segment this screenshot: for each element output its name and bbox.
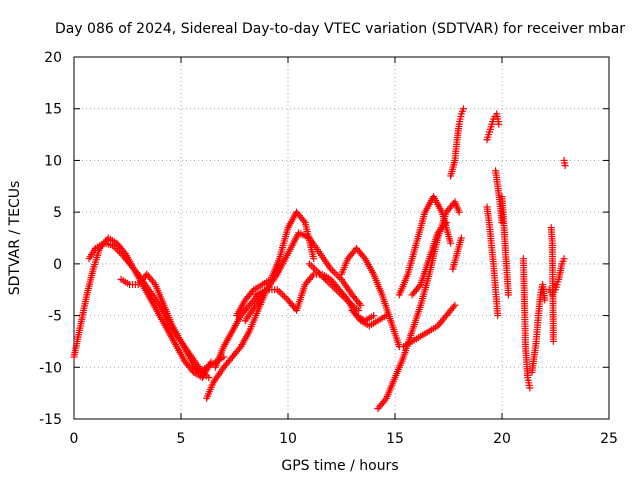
- data-point: [235, 344, 243, 352]
- data-point: [549, 337, 557, 345]
- data-point: [355, 306, 363, 314]
- series-arc-17: [449, 234, 465, 273]
- series-arc-26: [560, 156, 569, 170]
- data-point: [451, 301, 459, 309]
- y-tick-label: -10: [39, 360, 62, 376]
- series-arc-18: [483, 110, 503, 144]
- plot-frame: [73, 56, 610, 420]
- data-point: [457, 234, 465, 242]
- tick-labels: 0 5 10 15 20 25 -15 -10 -5 0 5 10 15 20: [39, 50, 618, 447]
- data-point: [495, 120, 503, 128]
- data-point: [526, 384, 534, 392]
- series-arc-3: [117, 270, 228, 376]
- series-arc-25: [547, 224, 557, 345]
- series-arc-7: [241, 229, 365, 325]
- series-arc-19: [483, 203, 502, 320]
- data-point: [205, 374, 213, 382]
- series-arc-22: [519, 255, 534, 392]
- data-points: [70, 105, 569, 413]
- data-point: [114, 246, 122, 254]
- x-tick-label: 25: [600, 431, 618, 447]
- data-point: [560, 255, 568, 263]
- y-tick-label: -5: [48, 309, 62, 325]
- data-point: [449, 303, 457, 311]
- y-tick-label: 0: [53, 257, 62, 273]
- series-arc-5: [211, 291, 262, 371]
- series-arc-15: [408, 218, 450, 299]
- series-arc-21: [498, 193, 512, 299]
- data-point: [504, 291, 512, 299]
- series-arc-10: [338, 244, 403, 351]
- y-tick-label: 20: [44, 50, 62, 66]
- data-point: [370, 312, 378, 320]
- data-point: [415, 282, 423, 290]
- series-arc-16: [447, 105, 467, 180]
- chart-title: Day 086 of 2024, Sidereal Day-to-day VTE…: [55, 21, 625, 37]
- x-tick-label: 10: [279, 431, 297, 447]
- series-arc-14: [400, 301, 459, 351]
- data-point: [133, 268, 141, 276]
- series-arc-11: [348, 306, 390, 330]
- data-point: [442, 218, 450, 226]
- data-point: [561, 162, 569, 170]
- x-tick-label: 20: [493, 431, 511, 447]
- data-point: [441, 220, 449, 228]
- series-arc-23: [528, 281, 549, 376]
- x-tick-label: 0: [70, 431, 79, 447]
- data-point: [357, 301, 365, 309]
- data-point: [447, 239, 455, 247]
- y-tick-label: 10: [44, 153, 62, 169]
- data-point: [248, 287, 256, 295]
- data-point: [355, 300, 363, 308]
- series-arc-13: [395, 193, 455, 299]
- data-point: [382, 312, 390, 320]
- y-axis-label: SDTVAR / TECUs: [7, 181, 23, 296]
- data-point: [112, 245, 120, 253]
- data-point: [459, 105, 467, 113]
- data-point: [541, 296, 549, 304]
- y-tick-label: -15: [39, 412, 62, 428]
- x-tick-label: 15: [386, 431, 404, 447]
- data-point: [110, 243, 118, 251]
- series-arc-9: [305, 260, 363, 314]
- data-point: [360, 253, 368, 261]
- x-tick-label: 5: [177, 431, 186, 447]
- axis-ticks: [73, 56, 610, 420]
- y-tick-label: 5: [53, 205, 62, 221]
- data-point: [455, 208, 463, 216]
- data-point: [308, 272, 316, 280]
- data-point: [494, 312, 502, 320]
- data-point: [355, 315, 363, 323]
- y-tick-label: 15: [44, 102, 62, 118]
- series-arc-12: [374, 198, 463, 413]
- data-point: [109, 241, 117, 249]
- data-point: [115, 248, 123, 256]
- data-point: [310, 255, 318, 263]
- data-point: [150, 279, 158, 287]
- data-point: [381, 396, 389, 404]
- x-axis-label: GPS time / hours: [281, 458, 398, 474]
- grid: [74, 57, 609, 419]
- series-arc-20: [492, 167, 506, 226]
- data-point: [300, 217, 308, 225]
